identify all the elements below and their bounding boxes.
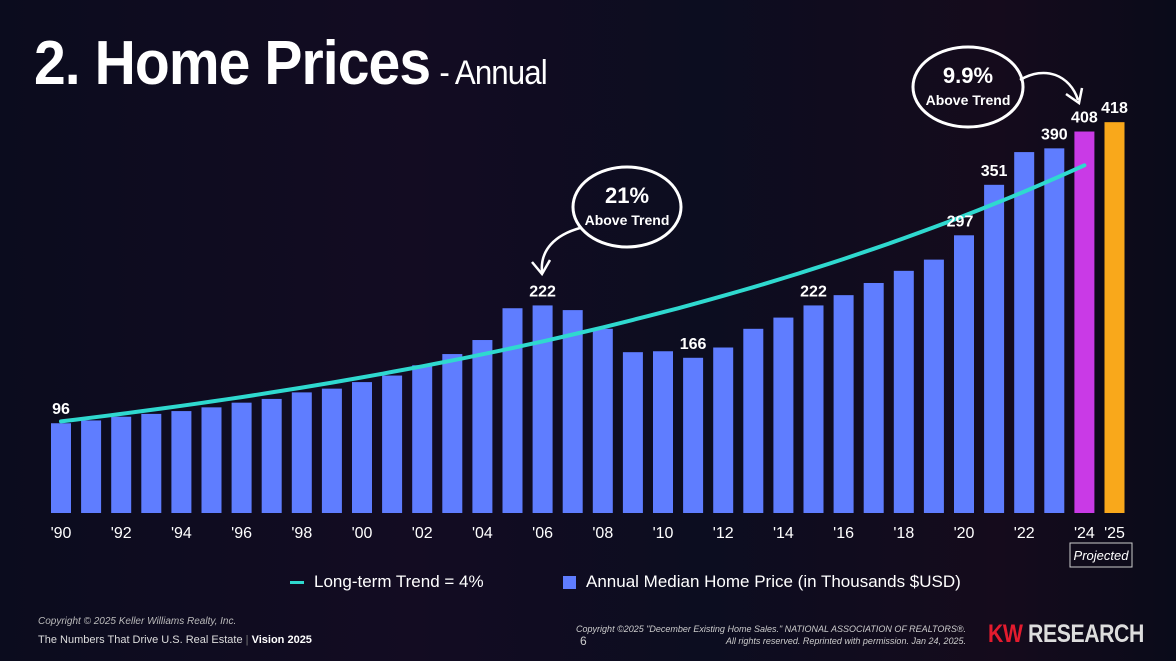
trend-swatch: [290, 580, 304, 584]
bar-2016: [833, 295, 854, 513]
arrowhead-icon: [531, 259, 552, 277]
x-tick-1994: '94: [171, 525, 192, 542]
bar-2020: [954, 235, 974, 513]
logo-research: RESEARCH: [1028, 620, 1144, 648]
x-tick-2022: '22: [1014, 525, 1035, 542]
data-label-2023: 390: [1041, 126, 1068, 143]
x-tick-1992: '92: [111, 525, 132, 542]
bar-2008: [592, 328, 613, 513]
bar-2012: [713, 347, 734, 513]
legend-bars-label: Annual Median Home Price (in Thousands $…: [586, 572, 961, 591]
footer-tagline: The Numbers That Drive U.S. Real Estate …: [38, 634, 312, 646]
annotation-circle-2006: [571, 165, 683, 249]
bar-2000: [352, 382, 372, 513]
page-title: 2. Home Prices - Annual: [34, 28, 548, 99]
title-text: 2. Home Prices: [34, 29, 431, 98]
x-tick-2004: '04: [472, 525, 493, 542]
bar-1995: [201, 407, 222, 513]
bar-2011: [683, 357, 704, 513]
x-tick-2006: '06: [532, 525, 553, 542]
credit-line-2: All rights reserved. Reprinted with perm…: [725, 636, 966, 646]
bar-2025: [1104, 122, 1125, 514]
bar-2013: [743, 328, 764, 513]
kw-research-logo: KW RESEARCH: [988, 620, 1144, 649]
bar-2010: [653, 351, 673, 513]
data-label-1990: 96: [52, 401, 70, 418]
legend-bars: Annual Median Home Price (in Thousands $…: [563, 572, 961, 592]
x-tick-2010: '10: [653, 525, 674, 542]
arrowhead-icon: [1065, 87, 1084, 106]
vision-text: Vision 2025: [251, 634, 312, 646]
x-tick-2020: '20: [954, 525, 975, 542]
annotation-arrow-2024: [1019, 71, 1080, 101]
bar-2018: [893, 270, 914, 513]
annotation-pct-2024: 9.9%: [943, 63, 993, 88]
annotation-text-2024: Above Trend: [926, 92, 1011, 108]
bar-1998: [291, 392, 312, 513]
x-tick-2008: '08: [592, 525, 613, 542]
bar-2014: [773, 317, 794, 513]
x-tick-2018: '18: [893, 525, 914, 542]
tagline-text: The Numbers That Drive U.S. Real Estate: [38, 634, 243, 646]
data-label-2025: 418: [1101, 100, 1128, 117]
x-tick-2002: '02: [412, 525, 433, 542]
bar-2007: [562, 310, 583, 513]
bar-2024: [1074, 131, 1095, 513]
trend-line: [59, 163, 1087, 424]
copyright: Copyright © 2025 Keller Williams Realty,…: [38, 616, 237, 627]
bar-2003: [442, 354, 463, 513]
bar-1993: [141, 413, 162, 513]
bar-1991: [81, 420, 102, 513]
bar-2015: [803, 305, 824, 513]
bar-swatch: [563, 575, 576, 589]
page-number: 6: [580, 634, 587, 648]
bar-2005: [502, 308, 523, 513]
data-label-2006: 222: [529, 283, 556, 300]
x-tick-2000: '00: [352, 525, 373, 542]
bar-2022: [1014, 152, 1035, 513]
data-label-2024: 408: [1071, 110, 1098, 127]
annotation-arrow-2006: [540, 226, 581, 273]
annotation-pct-2006: 21%: [605, 183, 649, 208]
bar-2019: [923, 259, 944, 513]
projected-box: [1069, 542, 1133, 568]
bar-2002: [412, 365, 433, 513]
data-label-2020: 297: [947, 213, 974, 230]
bar-2004: [472, 340, 493, 513]
bar-2023: [1044, 148, 1065, 513]
bar-1992: [111, 416, 132, 513]
logo-kw: KW: [988, 620, 1023, 648]
bar-2006: [532, 305, 553, 513]
annotation-circle-2024: [911, 45, 1025, 129]
bar-2021: [984, 184, 1005, 513]
page-subtitle: - Annual: [439, 54, 547, 92]
bar-1999: [321, 388, 342, 513]
x-tick-1998: '98: [291, 525, 312, 542]
x-tick-2025: '25: [1104, 525, 1125, 542]
bar-2009: [622, 352, 643, 513]
x-tick-2012: '12: [713, 525, 734, 542]
bar-2001: [382, 375, 403, 513]
x-tick-2016: '16: [833, 525, 854, 542]
bar-2017: [863, 282, 884, 513]
x-tick-1996: '96: [231, 525, 252, 542]
bar-1996: [231, 402, 252, 513]
bar-1990: [51, 423, 71, 513]
x-tick-2024: '24: [1074, 525, 1095, 542]
data-label-2015: 222: [800, 283, 827, 300]
legend-trend: Long-term Trend = 4%: [290, 572, 484, 592]
annotation-text-2006: Above Trend: [585, 212, 670, 228]
data-label-2021: 351: [981, 163, 1008, 180]
data-label-2011: 166: [680, 336, 707, 353]
x-tick-1990: '90: [51, 525, 72, 542]
legend-trend-label: Long-term Trend = 4%: [314, 572, 484, 591]
bar-1997: [261, 398, 282, 513]
bar-1994: [171, 411, 192, 513]
x-tick-2014: '14: [773, 525, 794, 542]
projected-label: Projected: [1074, 548, 1130, 563]
credit-line-1: Copyright ©2025 "December Existing Home …: [576, 624, 966, 634]
